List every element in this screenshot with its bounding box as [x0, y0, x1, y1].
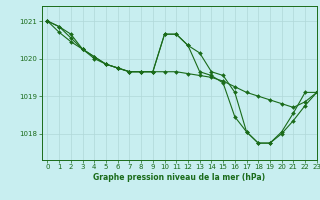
- X-axis label: Graphe pression niveau de la mer (hPa): Graphe pression niveau de la mer (hPa): [93, 173, 265, 182]
